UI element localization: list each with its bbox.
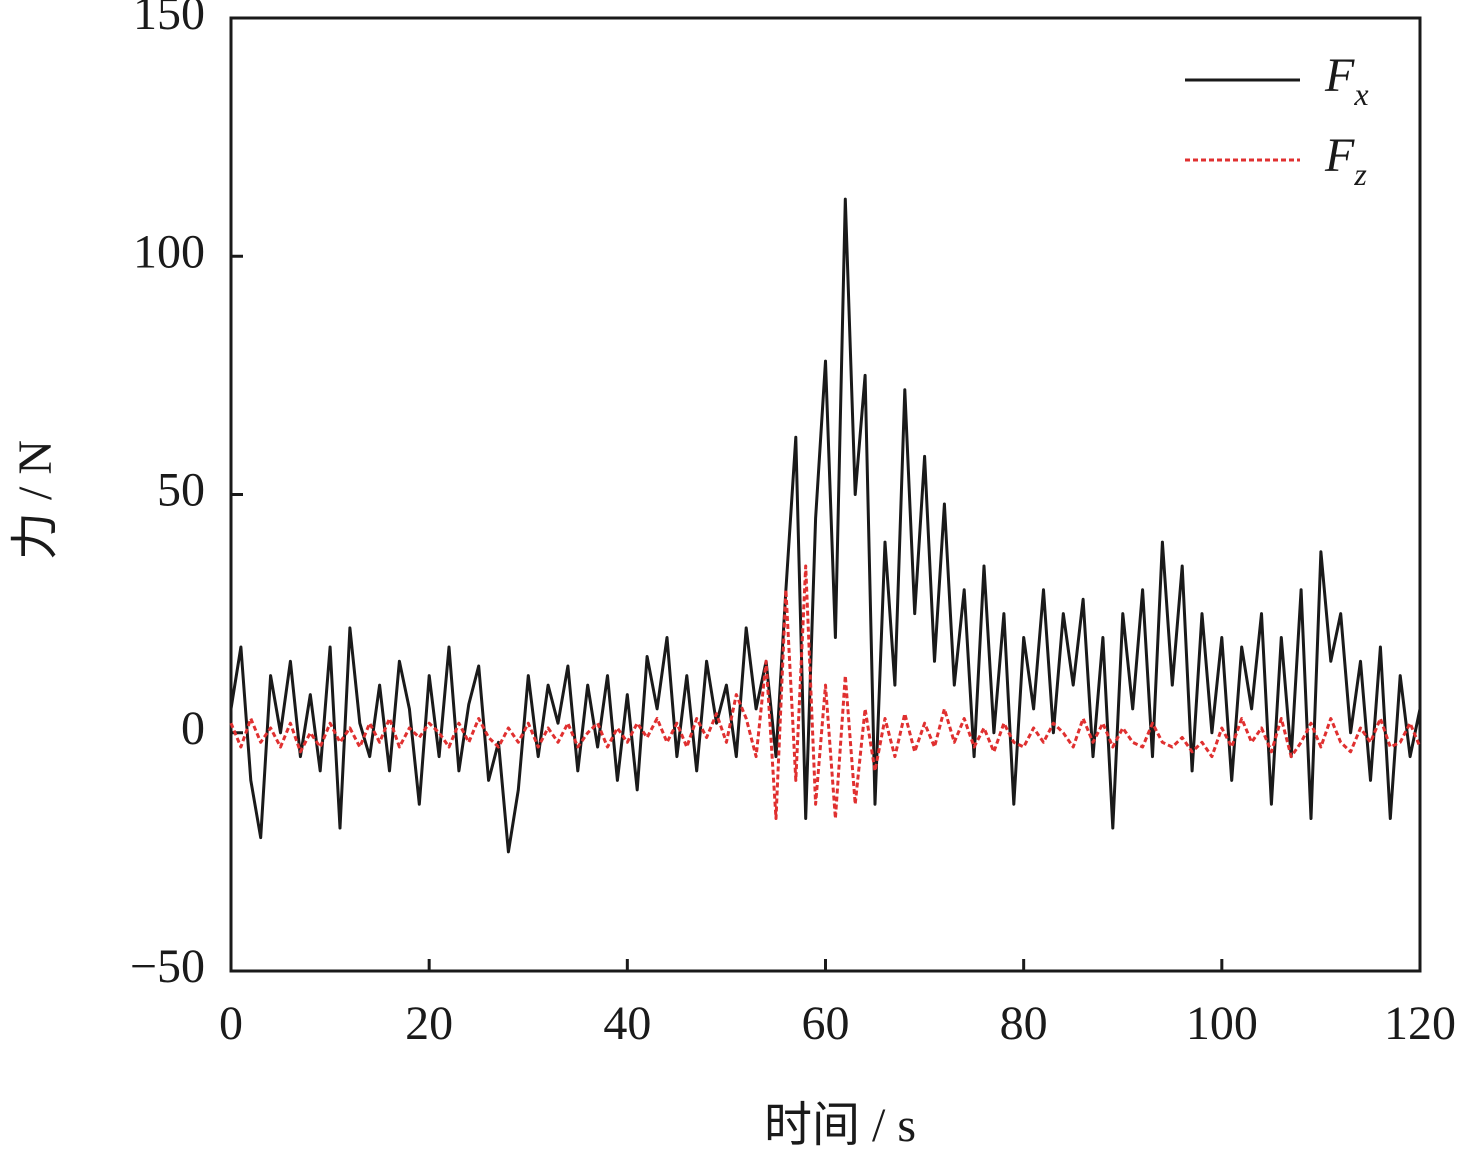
- x-tick-label: 20: [405, 997, 453, 1050]
- y-tick-label: 0: [181, 702, 205, 755]
- y-tick-label: 150: [133, 0, 205, 40]
- series-line: [229, 197, 1422, 854]
- x-tick-label: 80: [1000, 997, 1048, 1050]
- x-tick-label: 100: [1186, 997, 1258, 1050]
- x-tick-label: 0: [219, 997, 243, 1050]
- series-line: [229, 564, 1422, 820]
- x-tick-label: 120: [1384, 997, 1456, 1050]
- legend-label: Fx: [1324, 49, 1369, 112]
- y-tick-label: 100: [133, 225, 205, 278]
- x-tick-label: 40: [603, 997, 651, 1050]
- y-axis-label: 力 / N: [9, 440, 62, 560]
- y-tick-label: 50: [157, 464, 205, 517]
- y-tick-label: −50: [130, 940, 205, 993]
- x-axis-label: 时间 / s: [764, 1099, 916, 1152]
- legend-label: Fz: [1324, 129, 1367, 192]
- x-tick-label: 60: [802, 997, 850, 1050]
